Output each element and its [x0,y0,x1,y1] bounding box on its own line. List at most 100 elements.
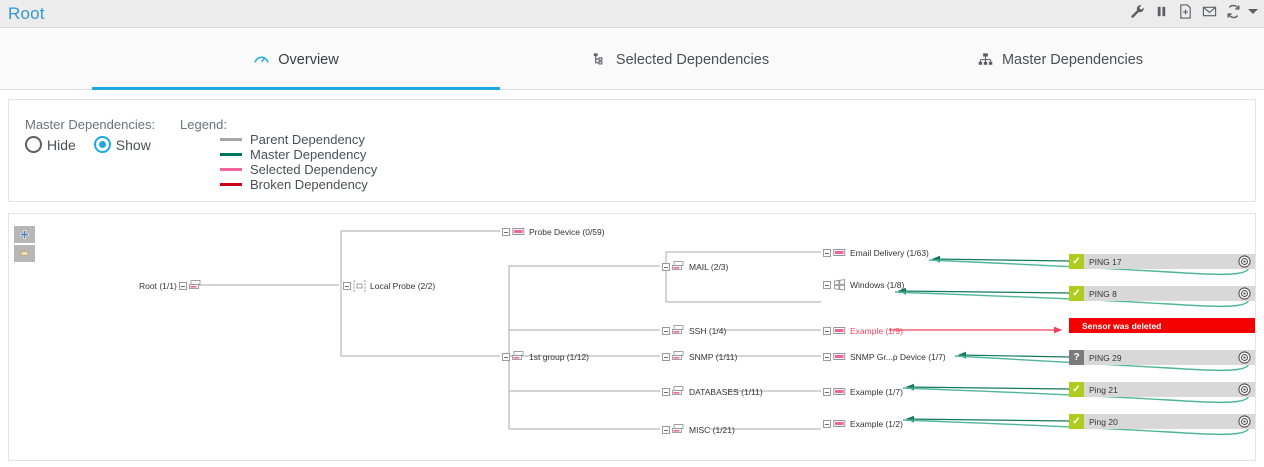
gear-icon[interactable] [1238,383,1251,396]
node-local-probe-label: Local Probe (2/2) [370,280,436,291]
node-mail-label: MAIL (2/3) [689,261,729,272]
node-snmp-group-device[interactable]: SNMP Gr...p Device (1/7) [823,351,946,363]
collapse-toggle-probe-device[interactable] [502,228,510,236]
node-mail[interactable]: MAIL (2/3) [662,261,728,273]
tab-master-dependencies-label: Master Dependencies [1001,51,1144,68]
tab-selected-dependencies[interactable]: Selected Dependencies [500,29,860,90]
node-databases[interactable]: DATABASES (1/11) [662,386,763,398]
collapse-toggle-snmp[interactable] [662,353,670,361]
group-icon [672,261,684,270]
legend-label-selected: Selected Dependency [250,162,378,177]
collapse-toggle-first-group[interactable] [502,353,510,361]
collapse-toggle-example-7[interactable] [823,388,831,396]
sensor-label-deleted: Sensor was deleted [1082,320,1162,331]
radio-option-hide[interactable]: Hide [25,136,76,153]
sensor-bar-ping-20[interactable]: ✓ Ping 20 [1069,414,1255,429]
probe-icon [353,280,366,292]
gear-icon[interactable] [1238,351,1251,364]
collapse-toggle-mail[interactable] [662,263,670,271]
tab-master-dependencies[interactable]: Master Dependencies [860,29,1260,90]
sensor-label-ping-20: Ping 20 [1089,416,1118,427]
gear-icon[interactable] [1238,255,1251,268]
radio-show-icon[interactable] [93,136,111,153]
sensor-bar-ping-17[interactable]: ✓ PING 17 [1069,254,1255,269]
legend-swatch-selected-icon [220,168,242,171]
radio-option-show[interactable]: Show [93,136,151,153]
chevron-down-icon[interactable] [1248,9,1258,14]
titlebar-icon-group [1130,4,1258,19]
mail-icon[interactable] [1202,4,1217,19]
collapse-toggle-email-delivery[interactable] [823,249,831,257]
sensor-bar-deleted[interactable]: Sensor was deleted [1069,318,1255,333]
device-icon [512,228,525,235]
sensor-bar-ping-8[interactable]: ✓ PING 8 [1069,286,1255,301]
collapse-toggle-windows[interactable] [823,281,831,289]
radio-hide-icon[interactable] [25,136,42,153]
legend-swatch-broken-icon [220,183,242,186]
node-misc[interactable]: MISC (1/21) [662,424,735,436]
refresh-icon[interactable] [1226,4,1241,19]
node-first-group[interactable]: 1st group (1/12) [502,351,589,363]
device-icon [833,353,846,360]
collapse-toggle-example-2[interactable] [823,420,831,428]
node-ssh[interactable]: SSH (1/4) [662,325,726,337]
node-windows[interactable]: Windows (1/8) [823,279,904,291]
collapse-toggle-misc[interactable] [662,426,670,434]
node-databases-label: DATABASES (1/11) [689,386,763,397]
legend-item-broken: Broken Dependency [220,177,377,192]
node-local-probe[interactable]: Local Probe (2/2) [343,280,435,292]
node-misc-label: MISC (1/21) [689,424,735,435]
dependency-graph-canvas[interactable]: Root (1/1) Local Probe (2/2) Probe Devic… [8,213,1256,461]
tab-selected-dependencies-label: Selected Dependencies [615,51,770,68]
collapse-toggle-local-probe[interactable] [343,282,351,290]
legend-label-parent: Parent Dependency [250,132,365,147]
device-icon [833,388,846,395]
node-windows-label: Windows (1/8) [850,279,905,290]
group-icon [512,351,524,360]
status-unknown-icon: ? [1069,350,1084,365]
collapse-toggle-snmp-group-device[interactable] [823,353,831,361]
collapse-toggle-ssh[interactable] [662,327,670,335]
node-root-label: Root (1/1) [139,280,177,291]
status-ok-icon: ✓ [1069,286,1084,301]
gear-icon[interactable] [1238,287,1251,300]
legend-list: Parent Dependency Master Dependency Sele… [220,132,377,192]
node-email-delivery-label: Email Delivery (1/63) [850,247,929,258]
legend-item-master: Master Dependency [220,147,377,162]
radio-show-label: Show [115,136,151,153]
device-icon [833,249,846,256]
pause-icon[interactable] [1154,4,1169,19]
node-example-7[interactable]: Example (1/7) [823,386,903,398]
group-icon [672,325,684,334]
legend-label-master: Master Dependency [250,147,367,162]
node-example-broken-label: Example (1/9) [850,325,903,336]
gear-icon[interactable] [1238,415,1251,428]
node-probe-device-label: Probe Device (0/59) [529,226,605,237]
wrench-icon[interactable] [1130,4,1145,19]
collapse-toggle-example-broken[interactable] [823,327,831,335]
master-dependencies-label: Master Dependencies: [25,117,156,132]
sensor-label-ping-29: PING 29 [1089,352,1122,363]
legend-title: Legend: [180,117,227,132]
sensor-bar-ping-29[interactable]: ? PING 29 [1069,350,1255,365]
node-example-broken[interactable]: Example (1/9) [823,325,903,337]
collapse-toggle-root[interactable] [178,282,187,290]
zoom-in-button[interactable] [14,226,35,243]
device-group-icon [188,280,201,289]
device-icon [833,327,846,334]
report-icon[interactable] [1178,4,1193,19]
collapse-toggle-databases[interactable] [662,388,670,396]
node-snmp[interactable]: SNMP (1/11) [662,351,737,363]
node-email-delivery[interactable]: Email Delivery (1/63) [823,247,929,259]
node-probe-device[interactable]: Probe Device (0/59) [502,226,605,238]
node-root[interactable]: Root (1/1) [137,280,202,292]
node-example-2[interactable]: Example (1/2) [823,418,903,430]
plus-icon [20,230,29,239]
sensor-bar-ping-21[interactable]: ✓ Ping 21 [1069,382,1255,397]
tab-overview[interactable]: Overview [92,29,500,90]
zoom-out-button[interactable] [14,245,35,262]
sensor-label-ping-21: Ping 21 [1089,384,1118,395]
status-ok-icon: ✓ [1069,254,1084,269]
legend-swatch-parent-icon [220,138,242,141]
master-dependencies-radio-group: Hide Show [25,136,151,153]
